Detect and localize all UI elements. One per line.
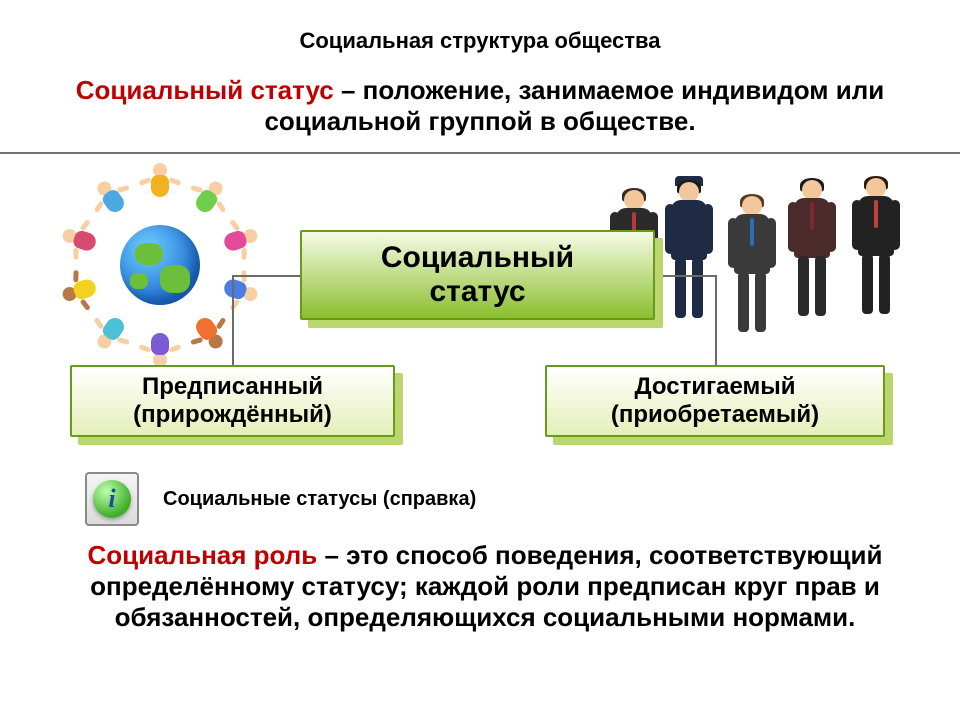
definition-social-status-body: – положение, занимаемое индивидом или со…	[264, 75, 884, 136]
person-figure	[665, 182, 713, 330]
child-figure	[90, 175, 135, 223]
child-figure	[59, 272, 105, 309]
info-circle-icon: i	[93, 480, 131, 518]
right-box-line2: (приобретаемый)	[611, 401, 819, 429]
child-figure	[147, 163, 173, 203]
term-social-status: Социальный статус	[76, 75, 334, 105]
child-figure	[186, 308, 231, 356]
connector-line	[232, 275, 234, 365]
info-letter: i	[108, 484, 115, 514]
center-box-social-status: Социальный статус	[300, 230, 655, 320]
connector-line	[232, 275, 300, 277]
center-box-line1: Социальный	[381, 241, 574, 275]
left-box-line1: Предписанный	[133, 373, 332, 401]
child-figure	[215, 272, 261, 309]
person-figure	[788, 180, 836, 330]
child-figure	[147, 327, 173, 367]
right-box-line1: Достигаемый	[611, 373, 819, 401]
info-icon[interactable]: i	[85, 472, 139, 526]
right-box-achieved: Достигаемый (приобретаемый)	[545, 365, 885, 437]
left-box-ascribed: Предписанный (прирождённый)	[70, 365, 395, 437]
person-figure	[852, 178, 900, 330]
globe-icon	[120, 225, 200, 305]
connector-line	[655, 275, 715, 277]
info-label: Социальные статусы (справка)	[163, 488, 476, 511]
connector-line	[715, 275, 717, 365]
center-box-line2: статус	[381, 275, 574, 309]
definition-social-role: Социальная роль – это способ поведения, …	[60, 540, 910, 633]
child-figure	[59, 221, 105, 258]
status-diagram: Социальный статус Предписанный (прирождё…	[0, 160, 960, 480]
person-figure	[728, 196, 776, 330]
page-title: Социальная структура общества	[0, 28, 960, 54]
continent-shape	[160, 265, 190, 293]
term-social-role: Социальная роль	[87, 540, 317, 570]
left-box-line2: (прирождённый)	[133, 401, 332, 429]
divider-line	[0, 152, 960, 154]
continent-shape	[130, 273, 148, 289]
definition-social-status: Социальный статус – положение, занимаемо…	[60, 75, 900, 137]
child-figure	[215, 221, 261, 258]
child-figure	[186, 175, 231, 223]
info-row: i Социальные статусы (справка)	[85, 470, 900, 528]
child-figure	[90, 308, 135, 356]
continent-shape	[135, 243, 163, 265]
